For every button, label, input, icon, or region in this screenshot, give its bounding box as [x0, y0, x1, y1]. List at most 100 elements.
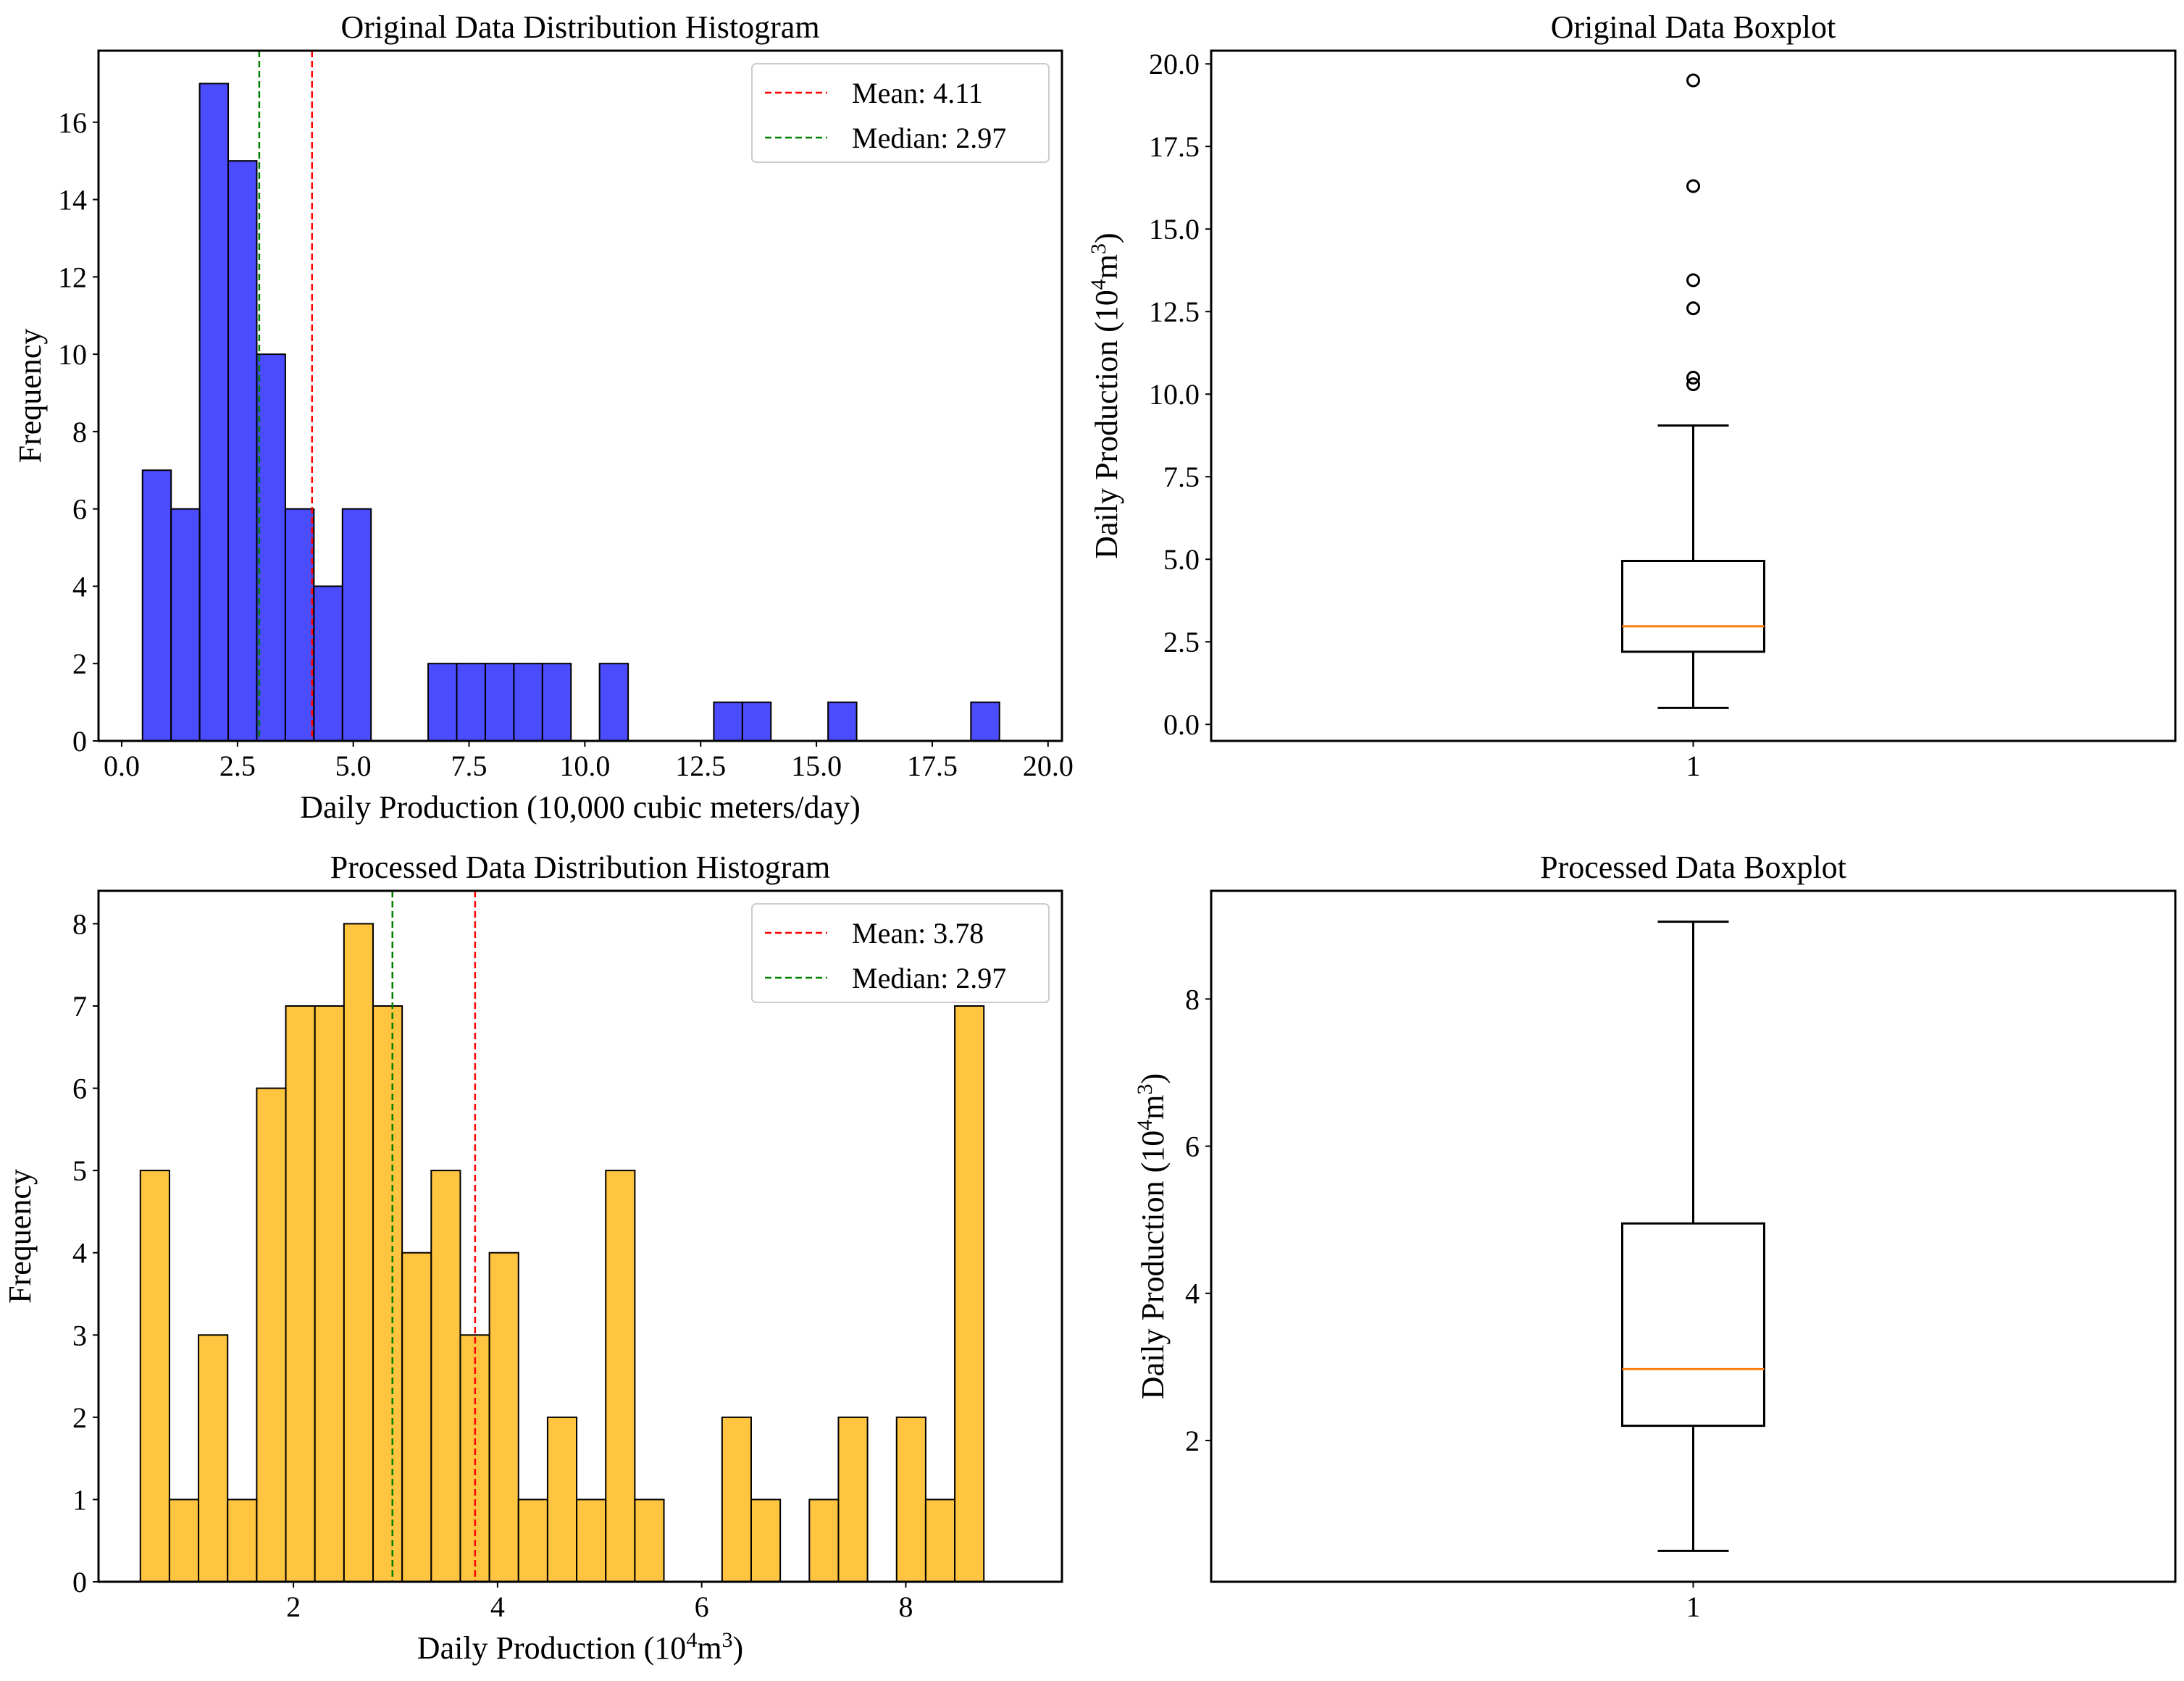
original-box-ytick-label: 7.5 [1163, 461, 1200, 493]
processed-hist-ytick-label: 4 [72, 1237, 87, 1270]
original-box-ytick-label: 2.5 [1163, 626, 1200, 658]
original-hist-xtick-label: 10.0 [559, 750, 610, 782]
original-box-ytick-label: 15.0 [1149, 213, 1200, 246]
original-hist-bar [598, 663, 629, 742]
original-box-ytick-label: 17.5 [1149, 130, 1200, 163]
processed-hist-xtick-label: 6 [695, 1590, 709, 1623]
original-hist-bar [713, 701, 743, 742]
processed-hist-ytick-label: 8 [72, 907, 87, 940]
original-hist-xtick-label: 12.5 [675, 750, 726, 782]
processed-box-panel: Processed Data Boxplot 1 2 4 6 8 Daily Product… [1133, 850, 2177, 1623]
original-hist-bar [341, 508, 372, 742]
original-hist-xtick-label: 7.5 [451, 750, 488, 782]
original-box-ytick-label: 12.5 [1149, 295, 1200, 328]
original-hist-legend-label: Median: 2.97 [852, 122, 1006, 154]
original-hist-frame [97, 49, 1063, 742]
processed-hist-legend-label: Mean: 3.78 [852, 917, 984, 950]
processed-hist-ytick-label: 7 [72, 990, 87, 1023]
processed-hist-panel: Processed Data Distribution Histogram 2 4 6… [2, 850, 1063, 1667]
processed-box-box [1621, 1222, 1765, 1428]
processed-hist-bar [227, 1498, 258, 1583]
original-hist-bar [198, 83, 230, 742]
processed-hist-xlabel: Daily Production (104m3) [417, 1628, 743, 1667]
processed-hist-bar [198, 1334, 229, 1583]
original-hist-bar [970, 701, 1000, 742]
original-box-ytick-label: 5.0 [1163, 543, 1200, 576]
processed-hist-title: Processed Data Distribution Histogram [330, 850, 830, 885]
processed-hist-ytick-label: 3 [72, 1319, 87, 1351]
processed-hist-frame [97, 889, 1063, 1583]
processed-hist-xtick-label: 4 [490, 1590, 505, 1623]
processed-hist-bar [576, 1498, 607, 1583]
processed-box-ytick-label: 4 [1185, 1278, 1200, 1310]
processed-box-ytick-label: 8 [1185, 983, 1200, 1015]
original-box-panel: Original Data Boxplot10.02.55.07.510.012… [1087, 9, 2177, 782]
processed-box-xtick-label: 1 [1686, 1590, 1701, 1623]
original-hist-ytick-label: 0 [72, 725, 87, 758]
original-hist-bar [741, 701, 772, 742]
processed-hist-bar [372, 1005, 403, 1583]
original-hist-xtick-label: 17.5 [907, 750, 958, 782]
original-box-outlier [1686, 179, 1700, 193]
original-hist-xtick-label: 20.0 [1023, 750, 1074, 782]
original-hist-xtick-label: 5.0 [335, 750, 372, 782]
original-hist-bar [827, 701, 858, 742]
original-hist-xlabel: Daily Production (10,000 cubic meters/da… [300, 789, 860, 825]
original-hist-title: Original Data Distribution Histogram [340, 9, 819, 45]
original-box-outlier [1686, 370, 1700, 385]
original-box-box [1621, 559, 1765, 653]
original-box-xtick-label: 1 [1686, 750, 1701, 782]
original-hist-xtick-label: 15.0 [791, 750, 842, 782]
original-hist-xtick-label: 2.5 [219, 750, 256, 782]
original-hist-bar [170, 508, 201, 742]
processed-hist-bar [837, 1416, 869, 1583]
processed-hist-bar [808, 1498, 840, 1583]
processed-hist-ytick-label: 5 [72, 1154, 87, 1187]
processed-hist-bar [430, 1170, 461, 1583]
original-box-ytick-label: 0.0 [1163, 708, 1200, 741]
processed-hist-bar [517, 1498, 548, 1583]
processed-hist-bar [488, 1252, 519, 1583]
original-hist-ytick-label: 10 [58, 338, 87, 371]
processed-hist-bar [546, 1416, 578, 1583]
original-box-ylabel: Daily Production (104m3) [1087, 232, 1125, 558]
original-box-ytick-label: 20.0 [1149, 48, 1200, 80]
original-hist-bar [141, 469, 172, 742]
original-box-outlier [1686, 73, 1700, 88]
processed-hist-ytick-label: 6 [72, 1073, 87, 1105]
original-hist-ytick-label: 6 [72, 493, 87, 526]
processed-hist-legend-label: Median: 2.97 [852, 962, 1006, 994]
original-hist-legend-label: Mean: 4.11 [852, 77, 983, 109]
processed-hist-legend: Mean: 3.78 Median: 2.97 [751, 903, 1050, 1003]
original-hist-bar [513, 663, 543, 742]
original-box-outlier [1686, 377, 1700, 392]
original-hist-bar [256, 353, 286, 742]
original-box-ytick-label: 10.0 [1149, 378, 1200, 411]
processed-box-ytick-label: 2 [1185, 1425, 1200, 1457]
original-hist-panel: Original Data Distribution Histogram 0.0 2… [12, 9, 1074, 825]
processed-hist-bar [285, 1005, 316, 1583]
original-hist-bar [456, 663, 486, 742]
original-hist-bar [284, 508, 315, 742]
processed-hist-bar [139, 1170, 170, 1583]
processed-hist-bar [256, 1087, 287, 1583]
original-hist-ylabel: Frequency [12, 329, 48, 464]
processed-hist-bar [314, 1005, 345, 1583]
processed-hist-bar [605, 1170, 636, 1583]
processed-box-ylabel: Daily Production (104m3) [1133, 1073, 1171, 1399]
processed-hist-bar [750, 1498, 782, 1583]
original-hist-ytick-label: 12 [58, 261, 87, 293]
original-box-outlier [1686, 273, 1700, 288]
processed-hist-ylabel: Frequency [2, 1169, 38, 1304]
processed-box-ytick-label: 6 [1185, 1131, 1200, 1163]
processed-hist-xtick-label: 2 [286, 1590, 301, 1623]
processed-hist-bar [343, 923, 374, 1583]
original-hist-bar [313, 585, 343, 742]
original-box-title: Original Data Boxplot [1551, 9, 1836, 45]
processed-hist-bar [634, 1498, 665, 1583]
processed-hist-ytick-label: 1 [72, 1483, 87, 1516]
processed-box-frame [1210, 889, 2177, 1583]
original-hist-bar [427, 663, 458, 742]
original-hist-ytick-label: 8 [72, 416, 87, 448]
